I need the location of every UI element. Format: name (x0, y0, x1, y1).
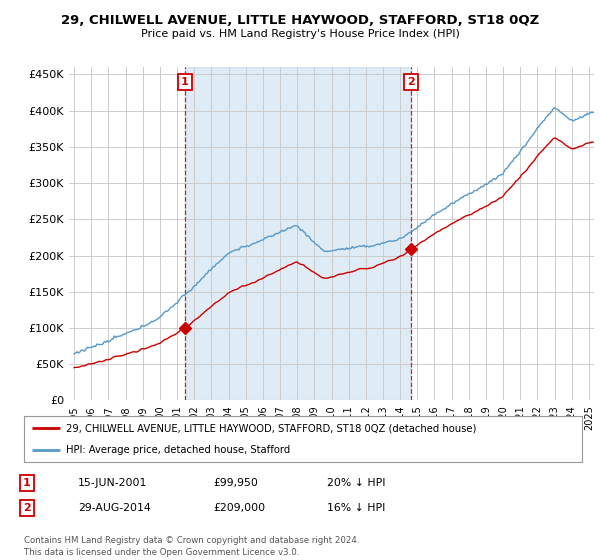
Text: 16% ↓ HPI: 16% ↓ HPI (327, 503, 385, 513)
Text: 15-JUN-2001: 15-JUN-2001 (78, 478, 148, 488)
Text: 2: 2 (23, 503, 31, 513)
Text: Price paid vs. HM Land Registry's House Price Index (HPI): Price paid vs. HM Land Registry's House … (140, 29, 460, 39)
Text: 20% ↓ HPI: 20% ↓ HPI (327, 478, 386, 488)
Text: HPI: Average price, detached house, Stafford: HPI: Average price, detached house, Staf… (66, 445, 290, 455)
Text: £209,000: £209,000 (213, 503, 265, 513)
Text: 1: 1 (23, 478, 31, 488)
Text: £99,950: £99,950 (213, 478, 258, 488)
Text: 29, CHILWELL AVENUE, LITTLE HAYWOOD, STAFFORD, ST18 0QZ (detached house): 29, CHILWELL AVENUE, LITTLE HAYWOOD, STA… (66, 423, 476, 433)
Text: Contains HM Land Registry data © Crown copyright and database right 2024.
This d: Contains HM Land Registry data © Crown c… (24, 536, 359, 557)
Text: 1: 1 (181, 77, 188, 87)
Text: 29, CHILWELL AVENUE, LITTLE HAYWOOD, STAFFORD, ST18 0QZ: 29, CHILWELL AVENUE, LITTLE HAYWOOD, STA… (61, 14, 539, 27)
Text: 29-AUG-2014: 29-AUG-2014 (78, 503, 151, 513)
Text: 2: 2 (407, 77, 415, 87)
Bar (185, 67, 412, 400)
